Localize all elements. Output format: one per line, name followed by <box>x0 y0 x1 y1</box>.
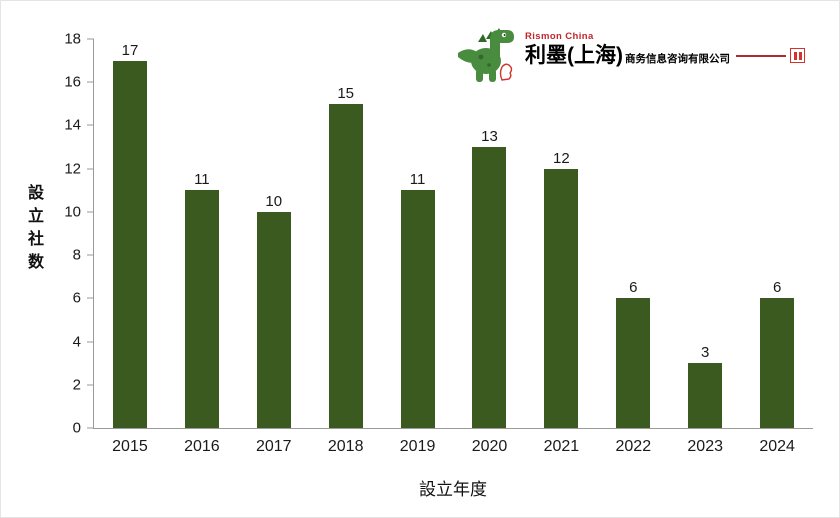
logo: Rismon China 利墨(上海) 商务信息咨询有限公司 <box>456 21 805 85</box>
y-tick-mark <box>87 341 94 343</box>
bars: 17 2015 11 2016 10 2017 15 2018 11 2019 13 2020 12 20… <box>94 39 813 455</box>
bar <box>544 168 579 428</box>
bar-group: 11 2019 <box>382 39 454 455</box>
bar-group: 6 2024 <box>741 39 813 455</box>
bar-value-label: 13 <box>481 128 498 146</box>
bar-group: 17 2015 <box>94 39 166 455</box>
y-tick-label: 10 <box>64 203 81 221</box>
bar-value-label: 3 <box>701 344 710 362</box>
bar-value-label: 6 <box>772 279 782 297</box>
x-category-label: 2017 <box>255 438 292 455</box>
y-tick-label: 16 <box>64 73 81 91</box>
bar <box>184 190 219 428</box>
bar-group: 11 2016 <box>166 39 238 455</box>
y-tick-label: 14 <box>64 116 81 134</box>
y-tick-label: 6 <box>72 289 81 307</box>
x-category-label: 2016 <box>184 438 220 455</box>
bar-group: 3 2023 <box>669 39 741 455</box>
bar <box>760 298 795 428</box>
bar-value-label: 11 <box>409 171 426 189</box>
bar <box>328 103 363 428</box>
bar-value-label: 11 <box>194 171 210 189</box>
company-name: 利墨(上海) <box>525 44 623 67</box>
bar <box>400 190 435 428</box>
y-tick-mark <box>87 254 94 256</box>
bar-value-label: 12 <box>553 149 570 167</box>
bar <box>472 147 507 428</box>
y-tick-label: 0 <box>72 419 81 437</box>
company-subname: 商务信息咨询有限公司 <box>625 52 730 65</box>
bar-group: 13 2020 <box>454 39 526 455</box>
y-tick-label: 12 <box>64 160 81 178</box>
y-tick-mark <box>87 124 94 126</box>
bar <box>256 211 291 428</box>
x-category-label: 2018 <box>327 438 364 455</box>
bar-value-label: 15 <box>337 84 355 102</box>
x-category-label: 2023 <box>687 438 723 455</box>
x-category-label: 2022 <box>615 438 652 455</box>
y-tick-label: 4 <box>72 333 81 351</box>
y-tick-mark <box>87 297 94 299</box>
y-tick-mark <box>87 168 94 170</box>
dino-logo-icon <box>458 28 514 82</box>
y-tick-mark <box>87 384 94 386</box>
x-axis-title: 設立年度 <box>419 480 487 499</box>
bar <box>616 298 651 428</box>
y-tick-mark <box>87 81 94 83</box>
logo-text: Rismon China 利墨(上海) 商务信息咨询有限公司 <box>525 21 805 66</box>
bar-value-label: 17 <box>121 41 139 59</box>
y-tick-mark <box>87 38 94 40</box>
bar-group: 15 2018 <box>310 39 382 455</box>
x-category-label: 2015 <box>112 438 148 455</box>
bar-group: 12 2021 <box>525 39 597 455</box>
bar-value-label: 10 <box>265 192 283 210</box>
x-category-label: 2019 <box>399 438 436 455</box>
x-category-label: 2024 <box>759 438 795 455</box>
y-tick-label: 18 <box>64 30 81 48</box>
x-category-label: 2021 <box>543 438 580 455</box>
y-tick-mark <box>87 427 94 429</box>
bar-value-label: 6 <box>629 279 638 297</box>
brand-text: Rismon China <box>525 31 594 42</box>
bar <box>688 363 723 428</box>
red-dino-icon <box>499 63 513 81</box>
x-category-label: 2020 <box>471 438 508 455</box>
y-tick-label: 8 <box>72 246 81 264</box>
y-tick-mark <box>87 211 94 213</box>
seal-icon <box>790 48 805 63</box>
bar <box>112 60 147 428</box>
bar-group: 6 2022 <box>597 39 669 455</box>
y-axis-title: 設立社数 <box>25 184 42 276</box>
y-tick-label: 2 <box>72 376 81 394</box>
plot-area: 17 2015 11 2016 10 2017 15 2018 11 2019 13 2020 12 20… <box>64 32 813 455</box>
bar-group: 10 2017 <box>238 39 310 455</box>
company-line: 利墨(上海) 商务信息咨询有限公司 <box>525 45 805 66</box>
red-rule-divider <box>736 54 786 57</box>
